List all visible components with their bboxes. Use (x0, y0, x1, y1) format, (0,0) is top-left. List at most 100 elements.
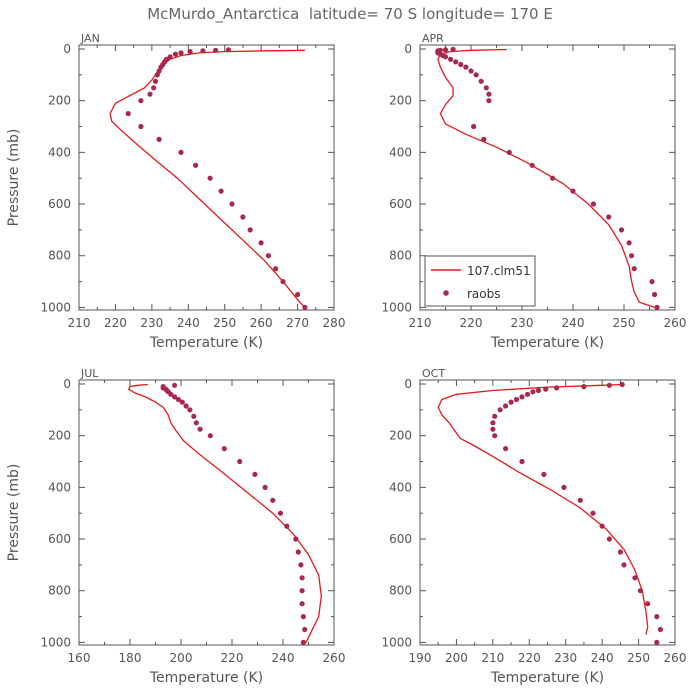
panel-label: APR (422, 32, 444, 45)
raobs-point (543, 386, 549, 392)
raobs-point (295, 549, 301, 555)
raobs-point (295, 291, 301, 298)
raobs-point (506, 149, 512, 155)
raobs-point (200, 48, 206, 54)
raobs-point (187, 407, 193, 413)
raobs-point (471, 123, 477, 130)
x-axis-title: Temperature (K) (490, 670, 604, 686)
raobs-point (561, 484, 567, 490)
raobs-point (618, 227, 625, 233)
raobs-point (654, 614, 660, 620)
raobs-point (621, 562, 627, 568)
legend-label-model: 107.clm51 (467, 264, 531, 278)
x-axis-title: Temperature (K) (149, 335, 263, 351)
raobs-point (524, 391, 531, 397)
raobs-point (550, 175, 556, 181)
raobs-point (577, 497, 583, 503)
raobs-point (437, 47, 443, 53)
raobs-point (160, 384, 166, 390)
raobs-point (617, 549, 624, 555)
raobs-point (270, 497, 276, 503)
raobs-point (492, 413, 498, 419)
raobs-point (300, 639, 306, 646)
x-tick-label: 200 (445, 651, 468, 665)
raobs-point (284, 523, 290, 529)
y-tick-label: 0 (63, 377, 71, 391)
x-tick-label: 250 (613, 316, 636, 330)
raobs-point (302, 626, 308, 633)
chart-panel-jul: JUL 160 180 200 220 240 260 0 200 400 600 800 1000 Te… (6, 367, 345, 686)
y-tick-label: 0 (63, 42, 71, 56)
x-axis-title: Temperature (K) (149, 670, 263, 686)
raobs-point (486, 98, 492, 104)
raobs-point (590, 510, 596, 516)
raobs-point (654, 304, 660, 310)
raobs-point (167, 54, 173, 60)
x-tick-label: 250 (213, 316, 236, 330)
raobs-point (138, 98, 144, 104)
raobs-point (626, 240, 632, 246)
raobs-point (213, 47, 219, 53)
raobs-point (453, 59, 459, 65)
x-tick-label: 260 (664, 651, 687, 665)
x-tick-label: 210 (481, 651, 504, 665)
y-tick-label: 800 (48, 249, 71, 263)
y-tick-label: 1000 (381, 635, 412, 649)
y-tick-label: 200 (48, 429, 71, 443)
panels: JAN 210 220 230 240 250 260 270 280 0 200 400 600 800… (6, 32, 686, 686)
raobs-point (657, 626, 664, 633)
y-tick-label: 400 (389, 480, 412, 494)
raobs-point (125, 111, 131, 117)
x-tick-label: 280 (323, 316, 346, 330)
raobs-point (156, 68, 162, 74)
y-tick-label: 200 (389, 94, 412, 108)
y-tick-label: 600 (48, 532, 71, 546)
x-tick-label: 160 (68, 651, 91, 665)
raobs-point (606, 214, 612, 220)
raobs-point (277, 510, 284, 516)
raobs-point (179, 399, 185, 405)
raobs-point (280, 279, 286, 285)
plot-frame (419, 379, 676, 646)
legend: 107.clm51 raobs (424, 255, 536, 307)
x-tick-label: 240 (272, 651, 295, 665)
panel-label: OCT (422, 367, 445, 380)
raobs-point (147, 91, 153, 97)
x-tick-label: 260 (250, 316, 273, 330)
raobs-point (570, 188, 576, 194)
x-tick-label: 210 (409, 316, 432, 330)
raobs-point (645, 601, 651, 607)
raobs-point (468, 68, 474, 74)
raobs-point (302, 304, 308, 310)
raobs-point (152, 78, 159, 84)
x-tick-label: 240 (591, 651, 614, 665)
y-tick-label: 600 (389, 532, 412, 546)
raobs-point (637, 588, 644, 594)
raobs-point (458, 61, 464, 68)
raobs-point (299, 601, 305, 607)
raobs-point (273, 266, 279, 272)
raobs-point (218, 188, 224, 194)
raobs-point (629, 253, 635, 259)
raobs-point (178, 149, 184, 155)
raobs-point (300, 614, 306, 620)
raobs-point (138, 123, 144, 130)
raobs-point (481, 136, 487, 142)
y-tick-label: 0 (404, 42, 412, 56)
raobs-point (258, 240, 264, 246)
raobs-point (463, 64, 469, 70)
raobs-point (554, 385, 560, 391)
raobs-point (490, 426, 496, 432)
x-tick-label: 180 (119, 651, 142, 665)
raobs-point (490, 420, 496, 426)
y-tick-label: 200 (389, 429, 412, 443)
raobs-point (448, 56, 454, 62)
x-tick-label: 220 (104, 316, 127, 330)
y-tick-label: 800 (389, 584, 412, 598)
raobs-point (193, 162, 199, 168)
x-tick-label: 230 (511, 316, 534, 330)
raobs-point (265, 253, 271, 259)
chart-panel-oct: OCT 190 200 210 220 230 240 250 260 0 200 400 600 800… (381, 367, 686, 686)
raobs-point (299, 588, 305, 594)
